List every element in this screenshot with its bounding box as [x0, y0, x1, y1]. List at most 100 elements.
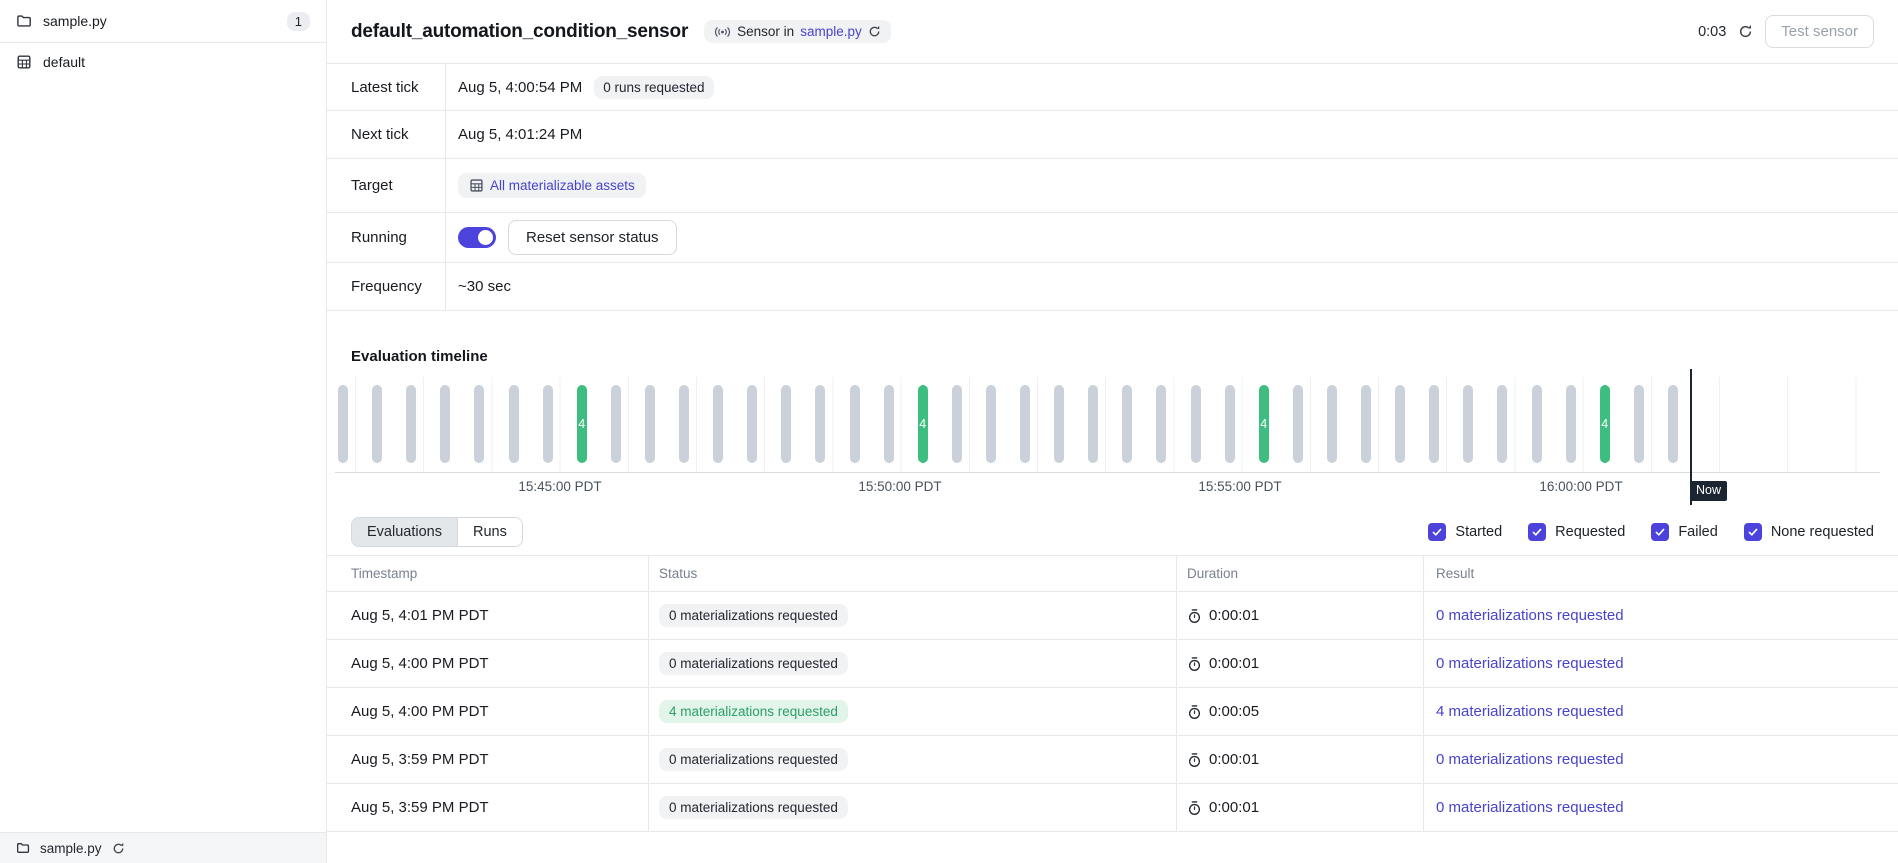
tick-countdown: 0:03 — [1698, 23, 1727, 40]
checkbox-icon[interactable] — [1743, 523, 1762, 541]
tick-bar[interactable] — [1463, 385, 1474, 463]
sensor-type-badge: Sensor in sample.py — [704, 20, 891, 43]
duration-cell: 0:00:01 — [1177, 592, 1424, 639]
view-tabs: Evaluations Runs — [351, 517, 523, 547]
status-cell: 0 materializations requested — [649, 640, 1177, 687]
status-badge: 0 materializations requested — [659, 796, 848, 819]
tick-bar[interactable] — [1156, 385, 1167, 463]
tick-bar[interactable] — [985, 385, 996, 463]
asset-group-icon — [16, 54, 32, 70]
result-link[interactable]: 0 materializations requested — [1436, 655, 1624, 672]
filter-label: Started — [1455, 524, 1503, 540]
sensor-info-table: Latest tick Aug 5, 4:00:54 PM 0 runs req… — [327, 64, 1898, 311]
tick-bar[interactable] — [1020, 385, 1030, 463]
tick-bar[interactable] — [1633, 385, 1644, 463]
target-assets-badge[interactable]: All materializable assets — [458, 173, 646, 198]
result-cell: 0 materializations requested — [1424, 736, 1898, 783]
info-row-running: Running Reset sensor status — [327, 213, 1898, 263]
tick-bar[interactable] — [747, 385, 758, 463]
tick-bar[interactable] — [951, 385, 962, 463]
tick-bar[interactable] — [849, 385, 860, 463]
tick-bar-requested[interactable]: 4 — [1258, 385, 1269, 463]
checkbox-icon[interactable] — [1651, 523, 1670, 541]
sensor-file-link[interactable]: sample.py — [800, 24, 862, 39]
status-badge: 4 materializations requested — [659, 700, 848, 723]
asset-group-icon — [469, 178, 484, 193]
tick-bar[interactable] — [508, 385, 519, 463]
tick-bar[interactable] — [781, 385, 792, 463]
duration-cell: 0:00:01 — [1177, 736, 1424, 783]
result-link[interactable]: 0 materializations requested — [1436, 799, 1624, 816]
timestamp-cell: Aug 5, 4:00 PM PDT — [327, 688, 649, 735]
info-row-latest-tick: Latest tick Aug 5, 4:00:54 PM 0 runs req… — [327, 64, 1898, 111]
tick-bar[interactable] — [1565, 385, 1576, 463]
tick-bar[interactable] — [1497, 385, 1508, 463]
duration-cell: 0:00:01 — [1177, 784, 1424, 831]
tab-evaluations[interactable]: Evaluations — [352, 518, 457, 546]
tick-bar[interactable] — [1361, 385, 1371, 463]
filter-none-requested[interactable]: None requested — [1743, 523, 1874, 541]
checkbox-icon[interactable] — [1428, 523, 1447, 541]
tick-bar[interactable] — [542, 385, 553, 463]
tick-bar[interactable] — [815, 385, 826, 463]
tick-bar-requested[interactable]: 4 — [1599, 385, 1610, 463]
table-header: Timestamp Status Duration Result — [327, 555, 1898, 592]
tick-bar[interactable] — [1395, 385, 1406, 463]
sidebar-footer: sample.py — [0, 832, 326, 863]
next-tick-value: Aug 5, 4:01:24 PM — [458, 126, 583, 143]
result-link[interactable]: 4 materializations requested — [1436, 703, 1624, 720]
tick-bar[interactable] — [1224, 385, 1235, 463]
test-sensor-button[interactable]: Test sensor — [1765, 15, 1874, 48]
tick-bar[interactable] — [1531, 385, 1542, 463]
tick-bar[interactable] — [1122, 385, 1133, 463]
timer-icon — [1187, 608, 1202, 624]
axis-label: 16:00:00 PDT — [1539, 479, 1623, 494]
sensor-icon — [714, 26, 731, 38]
filter-label: Requested — [1555, 524, 1626, 540]
timer-icon — [1187, 704, 1202, 720]
running-toggle[interactable] — [458, 227, 496, 248]
checkbox-icon[interactable] — [1528, 523, 1547, 541]
filter-failed[interactable]: Failed — [1651, 523, 1718, 541]
tick-bar[interactable] — [1088, 385, 1099, 463]
tick-bar-requested[interactable]: 4 — [917, 385, 928, 463]
tick-bar[interactable] — [1429, 385, 1440, 463]
filter-requested[interactable]: Requested — [1528, 523, 1625, 541]
result-link[interactable]: 0 materializations requested — [1436, 751, 1624, 768]
refresh-icon[interactable] — [868, 25, 881, 38]
tick-bar[interactable] — [713, 385, 724, 463]
timeline-plot[interactable]: 4 4 4 4 Now 15:45:00 PDT 15:50:00 PDT 15:55:0… — [335, 369, 1880, 505]
tick-bar[interactable] — [610, 385, 621, 463]
refresh-icon[interactable] — [1738, 24, 1753, 39]
tick-bar[interactable] — [440, 385, 451, 463]
sidebar-item-label: sample.py — [43, 13, 107, 29]
timestamp-cell: Aug 5, 4:00 PM PDT — [327, 640, 649, 687]
sidebar: sample.py 1 default sample.py — [0, 0, 327, 863]
tick-bar[interactable] — [474, 385, 485, 463]
page-header: default_automation_condition_sensor Sens… — [327, 0, 1898, 64]
tick-bar[interactable] — [644, 385, 655, 463]
tick-bar[interactable] — [883, 385, 894, 463]
tick-bar[interactable] — [1326, 385, 1337, 463]
tick-bar[interactable] — [338, 385, 348, 463]
sidebar-item-default[interactable]: default — [0, 43, 326, 80]
status-cell: 0 materializations requested — [649, 784, 1177, 831]
duration-value: 0:00:01 — [1209, 655, 1260, 672]
tick-bar[interactable] — [1667, 385, 1678, 463]
tick-bar[interactable] — [679, 385, 689, 463]
tick-bar-requested[interactable]: 4 — [576, 385, 587, 463]
result-link[interactable]: 0 materializations requested — [1436, 607, 1624, 624]
tick-bar[interactable] — [372, 385, 383, 463]
tick-bar[interactable] — [1190, 385, 1201, 463]
tick-bar[interactable] — [1054, 385, 1065, 463]
refresh-icon[interactable] — [112, 842, 125, 855]
tick-bar[interactable] — [406, 385, 417, 463]
filter-started[interactable]: Started — [1428, 523, 1502, 541]
column-header-timestamp: Timestamp — [327, 556, 649, 591]
now-marker-line — [1690, 369, 1692, 505]
tab-runs[interactable]: Runs — [456, 518, 522, 546]
column-header-status: Status — [649, 556, 1177, 591]
sidebar-item-sample-py[interactable]: sample.py 1 — [0, 0, 326, 43]
reset-sensor-status-button[interactable]: Reset sensor status — [508, 220, 677, 255]
tick-bar[interactable] — [1292, 385, 1303, 463]
